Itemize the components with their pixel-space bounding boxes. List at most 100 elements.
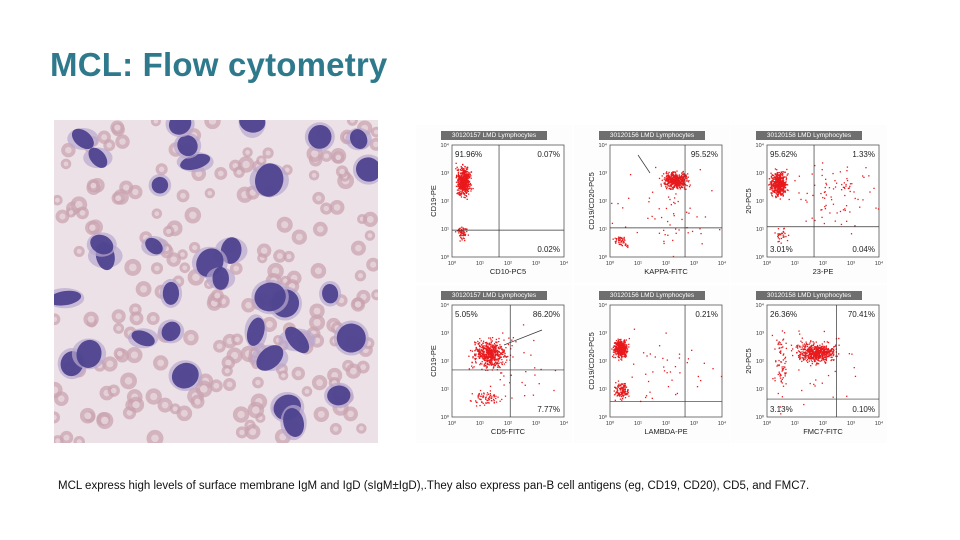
quadrant-percent-ur: 95.52% <box>691 150 718 159</box>
event-dot <box>774 377 776 379</box>
event-dot <box>482 340 485 342</box>
x-tick-label: 10⁰ <box>606 260 615 267</box>
x-tick-label: 10³ <box>847 261 855 267</box>
event-dot <box>490 360 492 362</box>
event-dot <box>614 352 617 354</box>
event-dot <box>628 346 630 348</box>
event-dot <box>483 404 486 406</box>
event-dot <box>496 353 498 355</box>
event-dot <box>619 339 621 341</box>
event-dot <box>808 349 810 351</box>
red-blood-cell-center <box>180 252 185 257</box>
event-dot <box>781 184 784 186</box>
event-dot <box>458 194 461 196</box>
event-dot <box>664 180 667 182</box>
event-dot <box>624 239 626 241</box>
event-dot <box>515 341 517 343</box>
red-blood-cell-center <box>68 210 74 215</box>
event-dot <box>676 187 678 189</box>
red-blood-cell-center <box>331 371 339 379</box>
red-blood-cell-center <box>281 221 289 229</box>
event-dot <box>825 204 827 207</box>
event-dot <box>510 374 512 376</box>
event-dot <box>621 392 623 395</box>
blood-smear-image <box>54 120 378 443</box>
event-dot <box>782 234 784 236</box>
event-dot <box>778 178 780 180</box>
event-dot <box>511 397 513 399</box>
event-dot <box>774 178 776 180</box>
event-dot <box>815 349 817 351</box>
event-dot <box>489 349 492 352</box>
event-dot <box>462 169 465 172</box>
event-dot <box>614 399 616 401</box>
event-dot <box>814 354 817 356</box>
event-dot <box>827 349 829 352</box>
event-dot <box>862 199 864 201</box>
red-blood-cell-center <box>75 200 83 209</box>
event-dot <box>802 353 804 355</box>
event-dot <box>477 348 479 351</box>
event-dot <box>463 180 465 183</box>
event-dot <box>817 347 819 350</box>
event-dot <box>784 176 786 178</box>
event-dot <box>772 178 774 180</box>
event-dot <box>462 185 465 187</box>
event-dot <box>822 355 824 358</box>
event-dot <box>497 396 499 398</box>
event-dot <box>620 358 622 360</box>
event-dot <box>781 188 783 191</box>
red-blood-cell-center <box>260 247 268 254</box>
event-dot <box>778 184 781 186</box>
event-dot <box>466 186 468 188</box>
event-dot <box>665 332 667 334</box>
event-dot <box>554 369 557 372</box>
event-dot <box>812 344 814 346</box>
event-dot <box>502 361 504 363</box>
event-dot <box>853 366 855 369</box>
x-tick-label: 10⁰ <box>763 420 772 427</box>
event-dot <box>622 342 625 344</box>
event-dot <box>618 241 620 243</box>
event-dot <box>777 180 779 182</box>
event-dot <box>770 182 772 185</box>
event-dot <box>467 178 469 180</box>
event-dot <box>777 189 779 191</box>
event-dot <box>483 346 485 349</box>
event-dot <box>488 346 490 349</box>
event-dot <box>494 344 496 346</box>
event-dot <box>782 182 784 185</box>
event-dot <box>498 354 501 356</box>
event-dot <box>783 236 785 238</box>
event-dot <box>816 345 819 348</box>
event-dot <box>463 177 465 179</box>
annotation-arrow <box>503 329 543 346</box>
lymphocyte-nucleus <box>327 385 351 406</box>
event-dot <box>663 229 665 232</box>
event-dot <box>485 356 487 359</box>
event-dot <box>507 343 510 346</box>
event-dot <box>457 184 459 186</box>
event-dot <box>785 178 788 180</box>
event-dot <box>646 355 648 357</box>
event-dot <box>769 187 771 189</box>
lymphocyte-nucleus <box>322 283 339 304</box>
event-dot <box>618 383 620 385</box>
event-dot <box>805 341 807 343</box>
event-dot <box>830 356 832 358</box>
event-dot <box>620 348 622 351</box>
red-blood-cell-center <box>245 302 252 309</box>
event-dot <box>824 191 826 193</box>
event-dot <box>673 178 675 180</box>
red-blood-cell-center <box>265 150 271 156</box>
event-dot <box>485 402 487 404</box>
event-dot <box>642 352 645 354</box>
event-dot <box>851 353 853 355</box>
event-dot <box>460 186 463 189</box>
event-dot <box>495 360 497 362</box>
event-dot <box>779 342 781 344</box>
y-tick-label: 10³ <box>441 171 449 177</box>
red-blood-cell-center <box>311 150 319 158</box>
event-dot <box>813 383 815 386</box>
event-dot <box>495 363 497 365</box>
